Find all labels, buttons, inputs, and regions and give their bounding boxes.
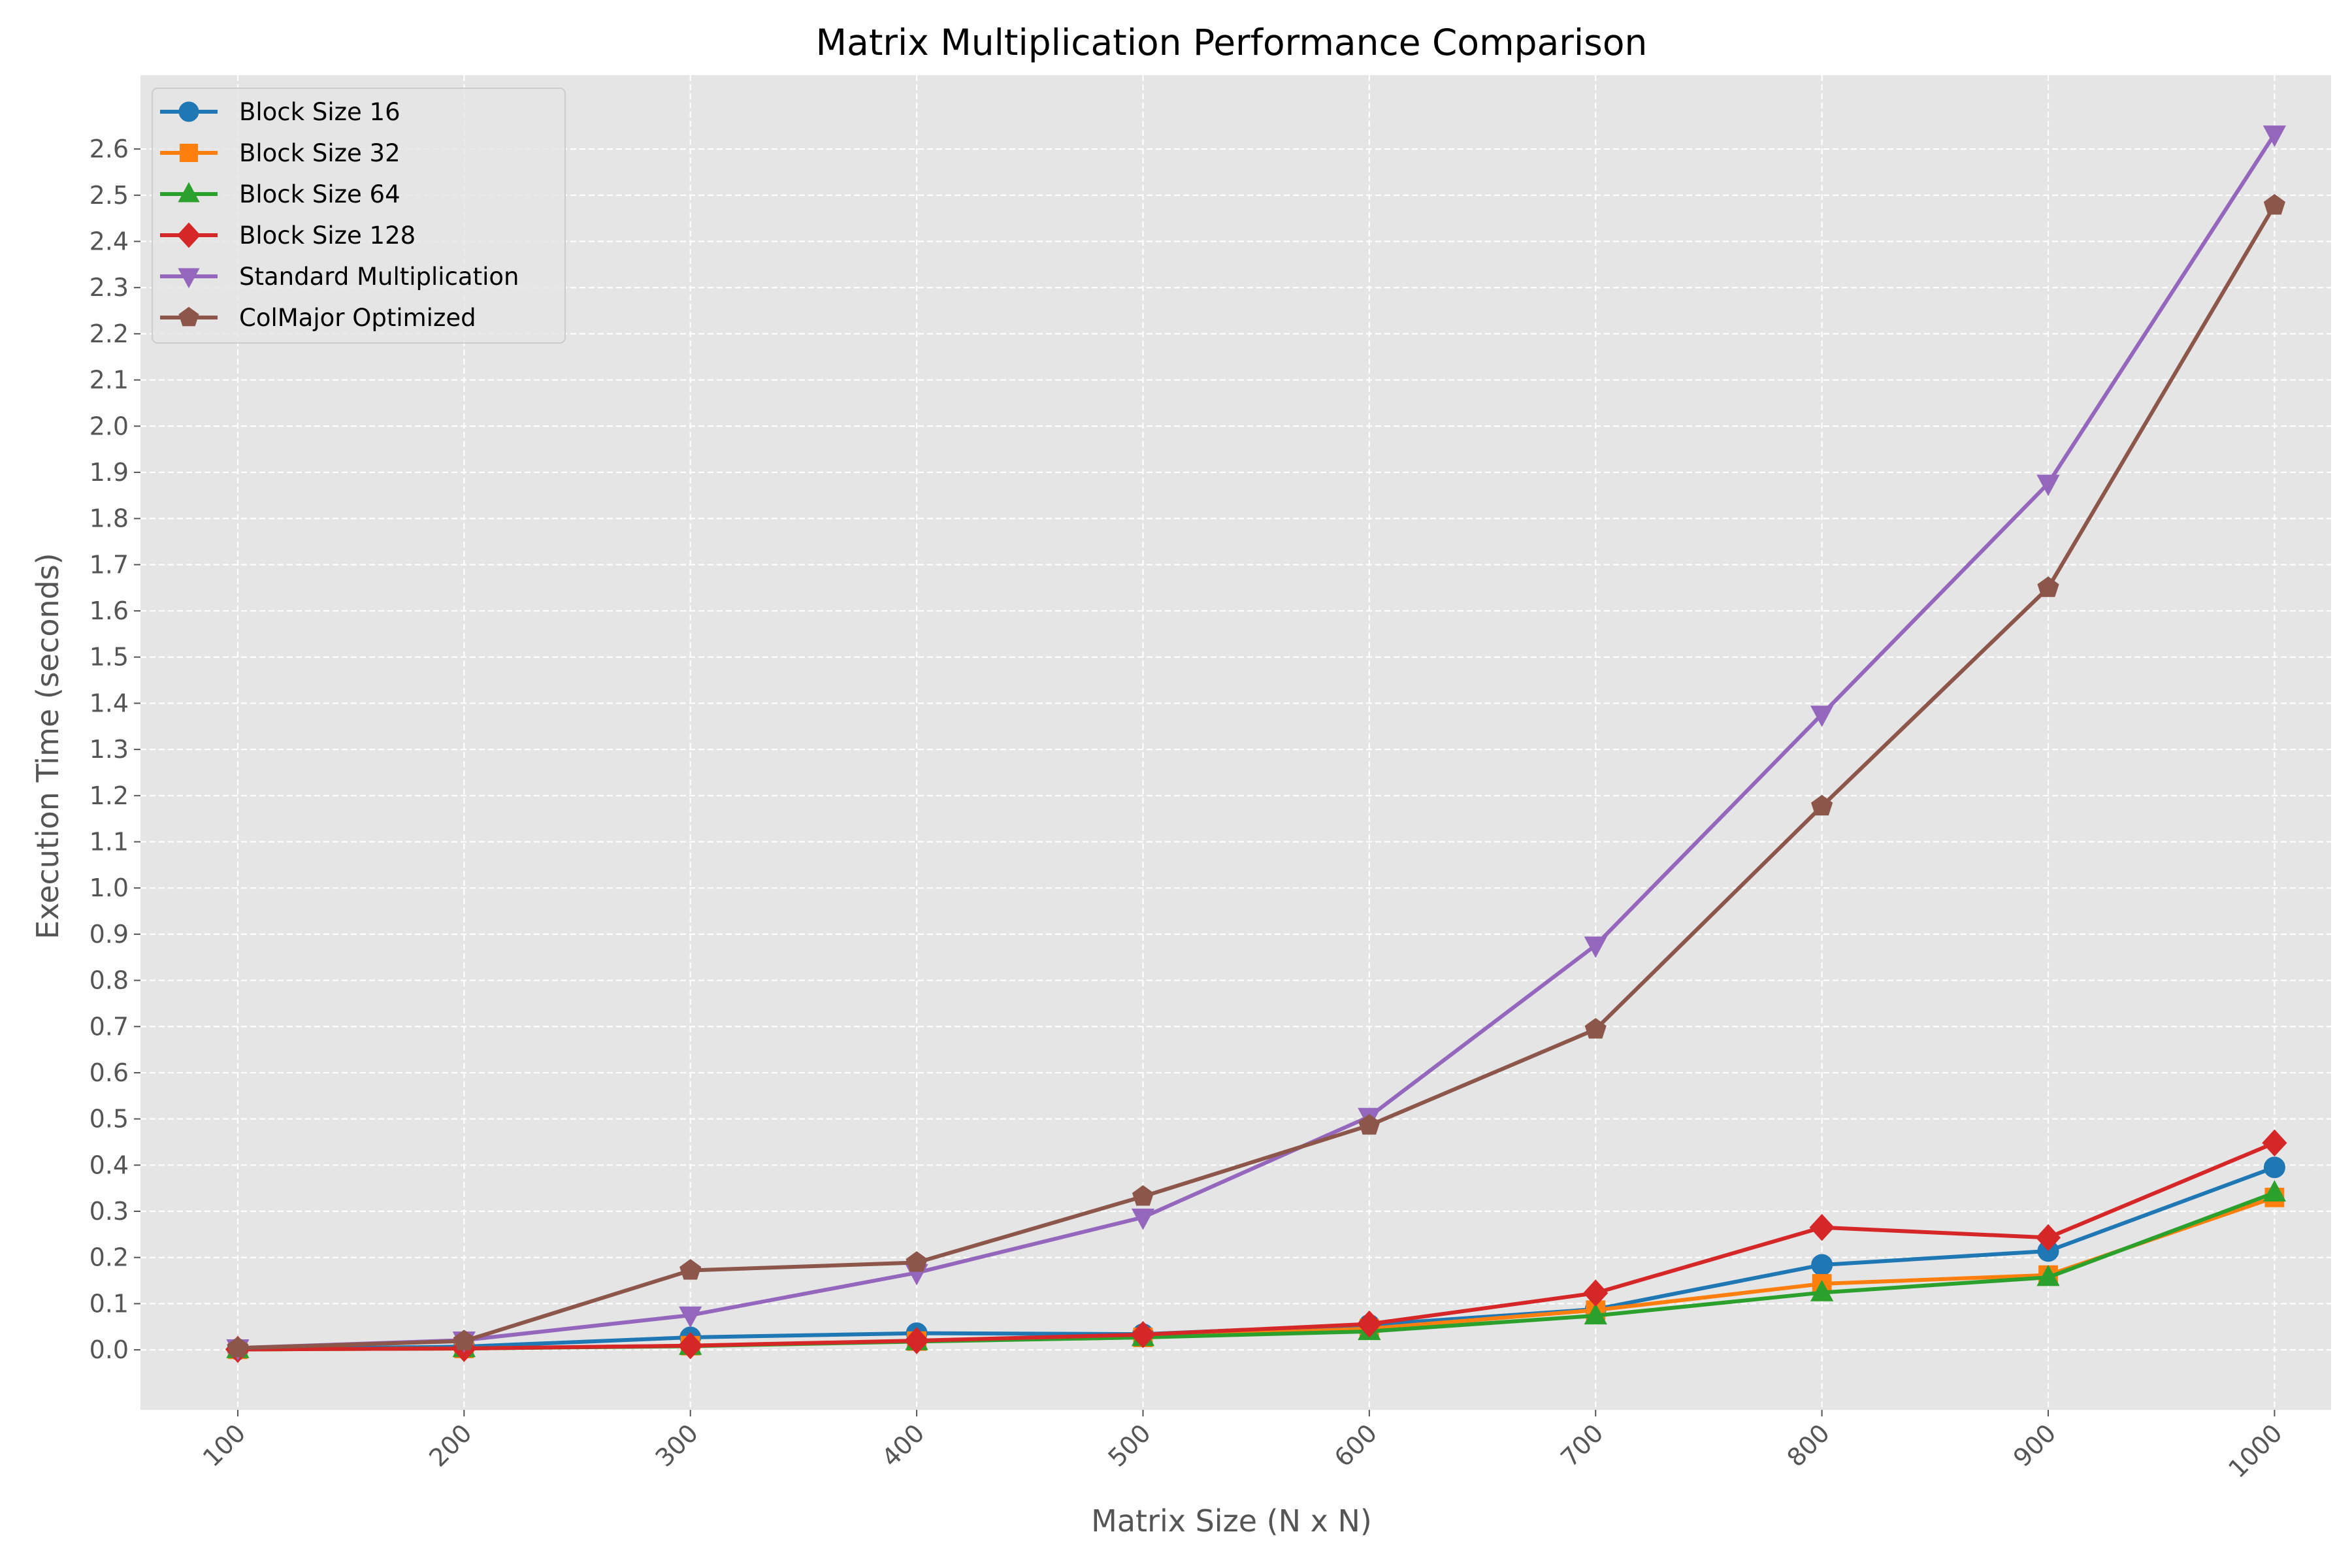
data-point: [678, 1331, 703, 1360]
legend-marker: [178, 182, 200, 203]
legend-entry: Block Size 64: [160, 180, 400, 208]
data-point: [2036, 1264, 2060, 1286]
legend-box: [152, 88, 566, 344]
legend-entry: Standard Multiplication: [160, 263, 519, 291]
y-tick-label: 2.5: [90, 181, 129, 210]
data-point: [1584, 1018, 1607, 1039]
y-tick-label: 2.0: [90, 412, 129, 440]
legend-label: Block Size 16: [239, 98, 400, 126]
legend-label: ColMajor Optimized: [239, 304, 476, 332]
data-point: [1131, 1208, 1155, 1230]
data-point: [2263, 193, 2285, 215]
data-point: [1584, 1303, 1607, 1325]
y-tick-label: 1.5: [90, 643, 129, 672]
data-point: [1810, 1279, 1834, 1301]
legend-marker: [180, 144, 198, 162]
data-point: [1809, 1214, 1835, 1241]
y-tick-label: 0.9: [90, 920, 129, 949]
legend-marker: [178, 101, 199, 122]
y-tick-label: 1.7: [90, 550, 129, 579]
series-line: [237, 133, 2276, 1350]
y-tick-label: 1.1: [90, 827, 129, 856]
y-tick-label: 0.3: [90, 1197, 129, 1226]
data-point: [1130, 1321, 1156, 1348]
legend-marker: [178, 268, 200, 289]
data-point: [1810, 706, 1834, 727]
legend-label: Block Size 64: [239, 180, 400, 208]
data-point: [679, 1259, 702, 1280]
data-point: [1811, 794, 1833, 816]
data-point: [904, 1327, 930, 1354]
y-tick-label: 1.0: [90, 874, 129, 902]
data-point: [2262, 125, 2287, 147]
y-tick-label: 0.4: [90, 1151, 129, 1179]
data-point: [453, 1330, 475, 1350]
data-point: [1811, 1254, 1833, 1276]
y-tick-label: 0.7: [90, 1012, 129, 1041]
legend: Block Size 16 Block Size 32 Block Size 64 B…: [152, 88, 566, 344]
legend-entry: Block Size 128: [160, 221, 416, 250]
y-tick-label: 2.1: [90, 366, 129, 395]
x-axis-label: Matrix Size (N x N): [1091, 1503, 1372, 1539]
legend-entry: Block Size 16: [160, 98, 400, 126]
legend-marker: [178, 306, 199, 327]
series-line: [237, 204, 2276, 1350]
data-point: [1583, 1279, 1609, 1307]
data-point: [2035, 1224, 2061, 1252]
data-point: [227, 1336, 249, 1358]
data-point: [2262, 1129, 2287, 1157]
y-tick-label: 0.0: [90, 1335, 129, 1364]
data-point: [906, 1251, 928, 1272]
y-tick-label: 0.8: [90, 966, 129, 995]
data-point: [679, 1306, 702, 1328]
data-point: [1358, 1114, 1380, 1135]
data-point: [2037, 576, 2059, 597]
legend-label: Block Size 128: [239, 221, 416, 250]
y-tick-label: 1.8: [90, 504, 129, 533]
y-tick-label: 1.6: [90, 596, 129, 625]
y-tick-label: 0.5: [90, 1105, 129, 1134]
chart-title: Matrix Multiplication Performance Compar…: [816, 22, 1648, 63]
series-line: [237, 1141, 2276, 1352]
y-tick-label: 1.9: [90, 458, 129, 487]
y-tick-label: 1.2: [90, 781, 129, 810]
data-point: [1584, 936, 1607, 958]
y-tick-label: 0.1: [90, 1289, 129, 1318]
legend-label: Standard Multiplication: [239, 263, 519, 291]
legend-label: Block Size 32: [239, 139, 400, 167]
y-axis-label: Execution Time (seconds): [30, 553, 65, 939]
y-tick-label: 1.3: [90, 735, 129, 764]
y-tick-label: 0.2: [90, 1243, 129, 1272]
data-point: [2263, 1156, 2285, 1179]
y-tick-label: 2.2: [90, 319, 129, 348]
data-point: [2262, 1180, 2287, 1202]
data-series: [225, 125, 2287, 1364]
y-tick-label: 1.4: [90, 689, 129, 717]
y-tick-label: 0.6: [90, 1058, 129, 1087]
series-colmajor-optimized: [227, 193, 2285, 1358]
data-point: [1132, 1184, 1154, 1206]
legend-marker: [177, 222, 201, 248]
legend-entry: Block Size 32: [160, 139, 400, 167]
y-tick-label: 2.4: [90, 227, 129, 255]
legend-entry: ColMajor Optimized: [160, 304, 476, 332]
y-tick-label: 2.6: [90, 135, 129, 163]
data-point: [1356, 1310, 1382, 1338]
y-tick-label: 2.3: [90, 273, 129, 302]
data-point: [2036, 474, 2060, 497]
